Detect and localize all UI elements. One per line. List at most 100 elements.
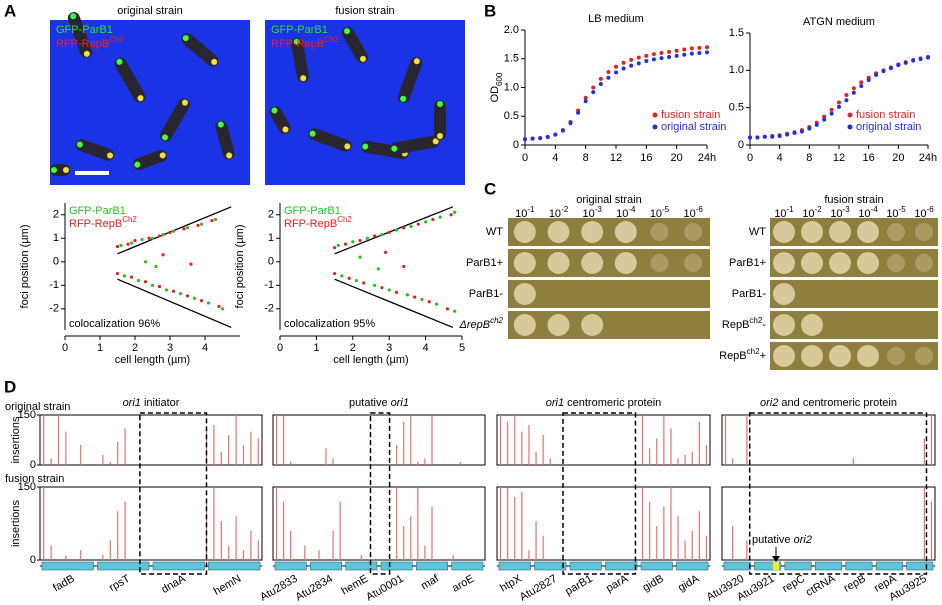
point — [762, 134, 767, 139]
point — [705, 45, 709, 50]
dilution-label-part: 10 — [886, 208, 898, 220]
point — [119, 243, 123, 247]
x-tick-label: 5 — [459, 342, 465, 354]
gene-label: hemN — [212, 573, 243, 598]
dilution-label: 10-4 — [616, 205, 636, 220]
point — [697, 45, 702, 50]
point — [185, 226, 190, 230]
cell-body — [342, 26, 368, 64]
colony-spot — [614, 221, 637, 243]
x-tick-label: 24h — [919, 152, 937, 164]
gene — [875, 561, 903, 571]
gene-label: aroE — [450, 573, 476, 595]
dilution-label-part: 10 — [549, 208, 561, 220]
arrow-head — [772, 556, 780, 562]
focus — [83, 50, 90, 57]
dashed-box — [562, 412, 637, 575]
colony-spot — [547, 221, 570, 243]
point — [210, 219, 214, 223]
gene — [723, 561, 751, 571]
y-tick-label: 0.5 — [729, 102, 744, 114]
colony-spot — [887, 347, 905, 365]
colony-spot — [915, 254, 933, 272]
row-label: RepBch2- — [722, 316, 766, 331]
gene — [845, 561, 873, 571]
track-frame — [39, 486, 263, 561]
point — [129, 275, 134, 279]
gene — [534, 561, 567, 571]
legend-label: original strain — [661, 121, 726, 133]
point — [636, 61, 641, 66]
gene — [605, 561, 638, 571]
point — [777, 134, 782, 139]
focus — [413, 58, 420, 65]
x-tick-label: 1 — [313, 342, 319, 354]
image-legend-part: Ch2 — [109, 35, 124, 44]
point — [560, 128, 565, 133]
legend-label-part: RFP-RepB — [284, 218, 337, 230]
point — [358, 239, 362, 243]
image-legend: RFP-RepBCh2 — [56, 35, 124, 50]
gene — [380, 561, 413, 571]
point — [133, 239, 137, 243]
colony-spot — [581, 221, 604, 243]
panel-label: A — [4, 1, 16, 20]
point — [122, 274, 127, 278]
point — [851, 90, 856, 95]
cell — [434, 100, 446, 140]
cell-body — [67, 12, 93, 58]
focus — [76, 141, 83, 148]
point — [199, 299, 204, 303]
region-title-part: ori1 — [546, 397, 564, 409]
colony-spot — [801, 314, 823, 336]
gene-label: Atu2833 — [258, 573, 299, 604]
point — [667, 55, 672, 60]
gene — [754, 561, 782, 571]
point — [358, 255, 362, 259]
gene-label: Atu2834 — [293, 573, 334, 604]
annotation: colocalization 95% — [284, 318, 375, 330]
image-legend: GFP-ParB1 — [271, 24, 328, 36]
point — [376, 267, 380, 271]
point — [523, 137, 527, 142]
colony-spot — [513, 252, 536, 274]
colony-spot — [773, 252, 795, 274]
gene — [310, 561, 342, 571]
point — [373, 283, 377, 287]
cell-body — [215, 120, 235, 160]
dilution-label-part: 10 — [914, 208, 926, 220]
dilution-label-part: 10 — [650, 208, 662, 220]
point — [143, 280, 148, 284]
colony-spot — [684, 223, 703, 241]
dilution-label: 10-1 — [515, 205, 535, 220]
legend-label: RFP-RepBCh2 — [284, 215, 352, 230]
cell — [390, 135, 440, 155]
gene — [208, 561, 261, 571]
y-axis-label: insertions — [10, 416, 22, 464]
colony-spot — [684, 254, 703, 272]
colony-spot — [513, 314, 536, 336]
guide-line — [334, 206, 454, 255]
plate-title: fusion strain — [824, 194, 883, 206]
colony-spot — [857, 345, 879, 367]
cell — [133, 150, 167, 170]
track-frame — [496, 486, 711, 561]
gene-label: maf — [419, 572, 442, 592]
point — [822, 117, 827, 122]
gene — [906, 561, 934, 571]
point — [140, 237, 144, 242]
point — [383, 250, 388, 254]
row-label: ParB1+ — [729, 257, 766, 269]
point — [659, 56, 664, 61]
gene — [784, 561, 812, 571]
image-title: fusion strain — [335, 5, 394, 17]
focus — [182, 35, 189, 42]
point — [136, 279, 141, 283]
x-tick-label: 0 — [747, 152, 753, 164]
colony-spot — [547, 252, 570, 274]
point — [545, 134, 550, 139]
track-frame — [272, 414, 486, 466]
point — [431, 217, 435, 222]
colony-spot — [773, 221, 795, 243]
colony-spot — [547, 314, 570, 336]
